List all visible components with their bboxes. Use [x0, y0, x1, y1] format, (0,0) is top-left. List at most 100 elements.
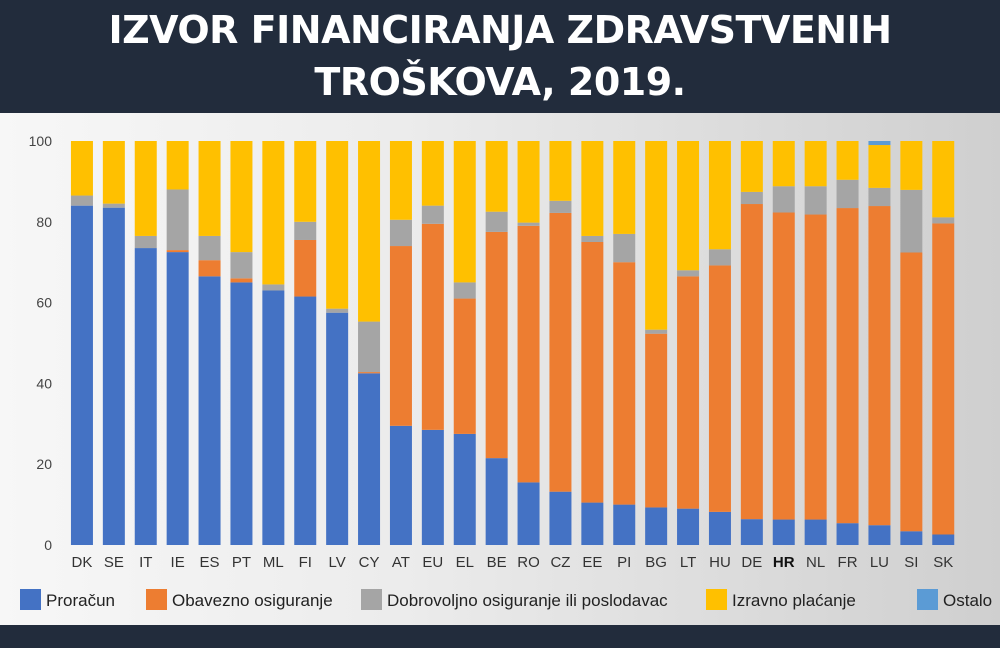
bar-segment — [262, 290, 285, 545]
bar-segment — [868, 141, 891, 146]
bar-segment — [677, 276, 700, 509]
x-tick-label: HU — [709, 554, 731, 571]
bar-segment — [453, 433, 476, 545]
y-tick-label: 60 — [36, 295, 52, 311]
bar-segment — [102, 203, 125, 208]
legend-swatch — [361, 589, 382, 610]
bar-segment — [900, 189, 923, 253]
bar-segment — [613, 141, 636, 234]
x-tick-label: EE — [582, 554, 602, 571]
bar-segment — [708, 511, 731, 545]
legend: Proračun Obavezno osiguranje Dobrovoljno o… — [20, 589, 992, 610]
bar-segment — [70, 141, 93, 196]
x-tick-label: RO — [517, 554, 540, 571]
legend-label: Proračun — [46, 591, 115, 610]
x-tick-label: DK — [72, 554, 93, 571]
x-tick-label: AT — [392, 554, 410, 571]
legend-label: Izravno plaćanje — [732, 591, 856, 610]
bar-segment — [389, 219, 412, 247]
bar-segment — [102, 141, 125, 204]
bar-segment — [613, 504, 636, 545]
bar-segment — [389, 425, 412, 545]
y-axis: 0 20 40 60 80 100 — [29, 133, 53, 553]
x-tick-label: DE — [741, 554, 762, 571]
x-tick-label: SI — [904, 554, 918, 571]
bar-segment — [70, 195, 93, 206]
bar-segment — [772, 186, 795, 213]
bar-segment — [230, 282, 253, 545]
bar-segment — [549, 491, 572, 545]
bar-segment — [198, 260, 221, 277]
bar-segment — [262, 284, 285, 291]
bar-segment — [166, 252, 189, 545]
bar-segment — [485, 141, 508, 212]
bar-segment — [230, 252, 253, 279]
bar-segment — [134, 248, 157, 545]
bar-segment — [645, 507, 668, 545]
bar-segment — [772, 141, 795, 187]
bar-segment — [326, 312, 349, 545]
bar-segment — [358, 321, 381, 373]
bar-segment — [932, 217, 955, 224]
bar-segment — [772, 212, 795, 520]
x-tick-label: LU — [870, 554, 889, 571]
legend-swatch — [146, 589, 167, 610]
bar-segment — [868, 145, 891, 188]
bar-segment — [868, 187, 891, 207]
bar-segment — [645, 333, 668, 508]
x-tick-label: SE — [104, 554, 124, 571]
bar-segment — [198, 235, 221, 261]
x-tick-label: IE — [171, 554, 185, 571]
bar-segment — [900, 141, 923, 190]
bars — [70, 141, 955, 545]
bar-segment — [294, 239, 317, 297]
bar-segment — [645, 329, 668, 334]
bar-segment — [70, 205, 93, 545]
bar-segment — [517, 222, 540, 226]
bar-segment — [453, 298, 476, 434]
y-tick-label: 100 — [29, 133, 53, 149]
bar-segment — [389, 141, 412, 220]
legend-label: Obavezno osiguranje — [172, 591, 333, 610]
x-tick-label: EU — [422, 554, 443, 571]
bar-segment — [677, 508, 700, 545]
bar-segment — [804, 186, 827, 215]
bar-segment — [166, 189, 189, 251]
bar-segment — [230, 278, 253, 283]
header: IZVOR FINANCIRANJA ZDRAVSTVENIH TROŠKOVA… — [0, 0, 1000, 112]
bar-segment — [485, 211, 508, 232]
x-tick-label: BG — [645, 554, 667, 571]
chart-panel: 0 20 40 60 80 100 DK SE IT IE ES PT ML FI LV CY AT EU EL B… — [0, 113, 1000, 625]
x-tick-label: CY — [359, 554, 380, 571]
footer-bar — [0, 625, 1000, 648]
bar-segment — [836, 523, 859, 545]
x-tick-label: LT — [680, 554, 696, 571]
bar-segment — [645, 141, 668, 330]
legend-label: Ostalo — [943, 591, 992, 610]
x-tick-label: FI — [299, 554, 312, 571]
bar-segment — [326, 308, 349, 313]
x-tick-label: BE — [487, 554, 507, 571]
bar-segment — [102, 207, 125, 545]
y-tick-label: 0 — [44, 537, 52, 553]
bar-segment — [262, 141, 285, 285]
chart-title-line-1: IZVOR FINANCIRANJA ZDRAVSTVENIH — [108, 8, 892, 52]
x-tick-label: PI — [617, 554, 631, 571]
bar-segment — [868, 206, 891, 526]
bar-segment — [230, 141, 253, 253]
bar-segment — [677, 270, 700, 277]
bar-segment — [740, 519, 763, 545]
bar-segment — [804, 214, 827, 520]
bar-segment — [549, 200, 572, 213]
bar-segment — [836, 141, 859, 180]
x-tick-label: PT — [232, 554, 251, 571]
bar-segment — [421, 141, 444, 206]
bar-segment — [453, 141, 476, 283]
bar-segment — [740, 204, 763, 520]
bar-segment — [804, 519, 827, 545]
bar-segment — [389, 246, 412, 426]
y-tick-label: 20 — [36, 456, 52, 472]
legend-swatch — [706, 589, 727, 610]
x-tick-label: FR — [838, 554, 858, 571]
x-tick-label: LV — [329, 554, 346, 571]
